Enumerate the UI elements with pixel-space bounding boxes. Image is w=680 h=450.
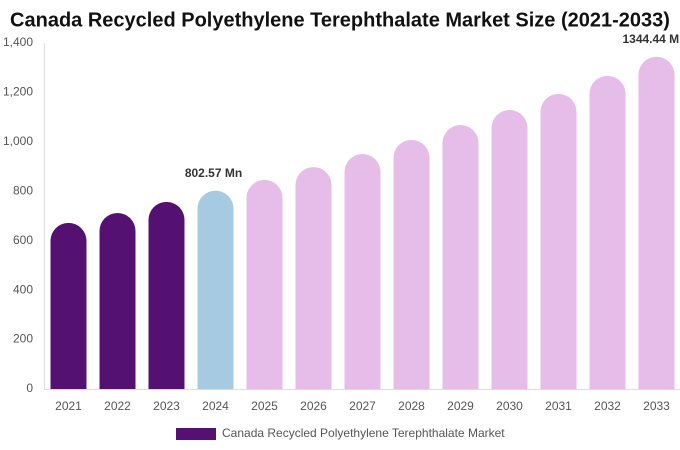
y-tick-label: 1,400	[3, 35, 33, 49]
legend-label: Canada Recycled Polyethylene Terephthala…	[222, 426, 505, 440]
x-tick-label: 2031	[545, 399, 572, 413]
bar	[50, 222, 87, 389]
bar	[197, 190, 234, 389]
x-tick-label: 2029	[447, 399, 474, 413]
y-tick-label: 1,000	[3, 134, 33, 148]
x-tick-label: 2032	[594, 399, 621, 413]
data-label: 802.57 Mn	[185, 166, 242, 180]
y-tick-label: 200	[13, 332, 33, 346]
bar	[442, 125, 479, 389]
chart-title: Canada Recycled Polyethylene Terephthala…	[10, 9, 670, 31]
x-tick-label: 2025	[251, 399, 278, 413]
x-tick-label: 2021	[55, 399, 82, 413]
x-tick-label: 2024	[202, 399, 229, 413]
x-tick-label: 2027	[349, 399, 376, 413]
bar	[540, 93, 577, 389]
bar	[246, 179, 283, 389]
bar	[491, 109, 528, 390]
x-tick-label: 2030	[496, 399, 523, 413]
bar	[638, 56, 675, 389]
y-tick-label: 0	[26, 381, 33, 395]
x-tick-label: 2026	[300, 399, 327, 413]
bar	[589, 75, 626, 390]
x-tick-label: 2033	[643, 399, 670, 413]
bar	[148, 201, 185, 389]
x-tick-label: 2022	[104, 399, 131, 413]
x-tick-label: 2023	[153, 399, 180, 413]
y-tick-label: 800	[13, 183, 33, 197]
bar	[393, 139, 430, 389]
y-tick-label: 1,200	[3, 85, 33, 99]
bar	[99, 213, 136, 389]
bar	[295, 167, 332, 389]
bar	[344, 153, 381, 389]
legend-swatch	[176, 428, 216, 440]
y-tick-label: 600	[13, 233, 33, 247]
y-tick-label: 400	[13, 282, 33, 296]
x-tick-label: 2028	[398, 399, 425, 413]
data-label: 1344.44 Mn	[622, 32, 680, 46]
